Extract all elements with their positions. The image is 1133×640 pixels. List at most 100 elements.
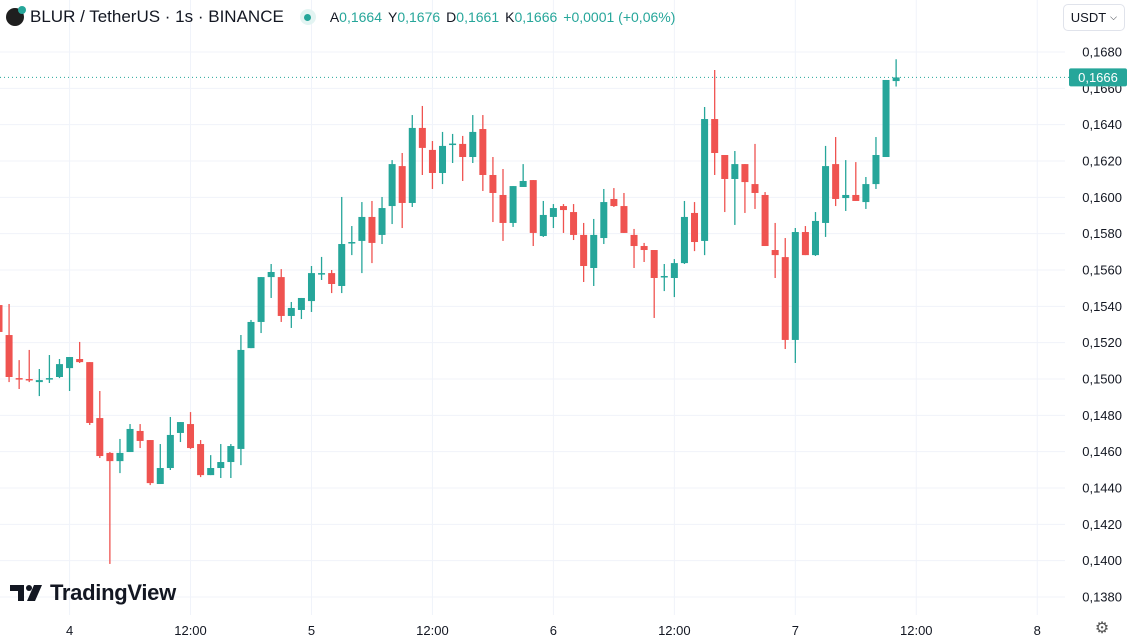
candle [449, 133, 457, 163]
candle [580, 222, 588, 282]
candle-body [287, 307, 295, 316]
candle-body [166, 434, 174, 469]
candle [166, 416, 174, 471]
candle-body [701, 119, 709, 241]
candle [277, 269, 285, 322]
candle [660, 264, 668, 292]
time-tick-label: 7 [792, 623, 799, 638]
candle-body [106, 452, 114, 462]
candle-body [670, 263, 678, 278]
candle [247, 319, 255, 349]
tradingview-logo-icon [10, 585, 42, 601]
candle [5, 303, 13, 383]
market-status-icon[interactable] [299, 9, 316, 25]
candle [257, 277, 265, 334]
candle-body [66, 357, 74, 369]
grid-lines [0, 0, 1065, 615]
candle-body [297, 297, 305, 310]
candle [751, 143, 759, 209]
candle-body [237, 349, 245, 449]
candle [761, 192, 769, 247]
candle [469, 115, 477, 163]
candle [197, 440, 205, 478]
candle-body [318, 273, 326, 275]
candle-body [267, 271, 275, 278]
candle-body [116, 452, 124, 462]
candle [227, 444, 235, 479]
candle-body [197, 444, 205, 476]
candle-body [187, 424, 195, 449]
candle [791, 228, 799, 364]
candle [721, 155, 729, 213]
candle [207, 455, 215, 476]
candle-body [156, 468, 164, 485]
candle [45, 355, 53, 383]
candle [650, 250, 658, 318]
candle [600, 188, 608, 245]
price-change: +0,0001 (+0,06%) [563, 9, 676, 25]
candle [25, 349, 33, 383]
candle-body [469, 131, 477, 158]
candle-body [731, 164, 739, 179]
current-price-marker: 0,1666 [0, 68, 1127, 87]
candle-body [610, 198, 618, 207]
candle [368, 200, 376, 264]
candle-body [539, 214, 547, 237]
candle-body [338, 244, 346, 286]
candle [781, 238, 789, 350]
candle [378, 196, 386, 245]
candle-body [146, 440, 154, 484]
price-tick-label: 0,1460 [1082, 444, 1122, 459]
candle-body [650, 250, 658, 278]
time-axis[interactable]: 4 12:00 5 12:00 6 12:00 7 12:00 8 [66, 623, 1041, 638]
price-tick-label: 0,1540 [1082, 299, 1122, 314]
ohlc-values: A0,1664 Y0,1676 D0,1661 K0,1666 +0,0001 … [330, 9, 676, 25]
candle-body [0, 305, 3, 332]
candle [76, 341, 84, 364]
time-tick-label: 8 [1034, 623, 1041, 638]
chart-legend: BLUR / TetherUS · 1s · BINANCE A0,1664 Y… [6, 6, 675, 28]
candle [529, 180, 537, 247]
brand-name: TradingView [50, 580, 176, 605]
time-tick-label: 12:00 [416, 623, 449, 638]
close-label: K [505, 9, 515, 25]
candle-body [35, 380, 43, 383]
candle-body [126, 428, 134, 453]
candle-body [711, 119, 719, 154]
candle [398, 153, 406, 229]
candle [116, 438, 124, 474]
candle [610, 188, 618, 207]
price-axis[interactable]: 0,16800,16600,16400,16200,16000,15800,15… [1082, 45, 1122, 605]
candle [15, 360, 23, 389]
candle-body [45, 378, 53, 380]
time-tick-label: 6 [550, 623, 557, 638]
price-tick-label: 0,1580 [1082, 226, 1122, 241]
candle-body [277, 277, 285, 316]
candle [318, 256, 326, 280]
candle-body [751, 184, 759, 193]
currency-button[interactable]: USDT ⌵ [1062, 4, 1125, 31]
candle [428, 141, 436, 189]
candle [822, 145, 830, 237]
candle [126, 424, 134, 453]
candle-body [580, 234, 588, 267]
candle [852, 162, 860, 201]
candle-body [801, 232, 809, 256]
low-label: D [446, 9, 457, 25]
candle [176, 422, 184, 443]
candle [106, 452, 114, 564]
candle-body [529, 180, 537, 233]
tradingview-logo[interactable]: TradingView [10, 580, 176, 606]
candle-body [791, 232, 799, 340]
price-tick-label: 0,1380 [1082, 590, 1122, 605]
candle-body [590, 234, 598, 269]
price-tick-label: 0,1560 [1082, 263, 1122, 278]
price-tick-label: 0,1400 [1082, 553, 1122, 568]
candle-body [418, 127, 426, 148]
candle-body [368, 216, 376, 243]
price-tick-label: 0,1500 [1082, 372, 1122, 387]
symbol-title[interactable]: BLUR / TetherUS · 1s · BINANCE [30, 7, 284, 26]
gear-icon[interactable]: ⚙ [1094, 620, 1110, 637]
candle-body [862, 184, 870, 203]
